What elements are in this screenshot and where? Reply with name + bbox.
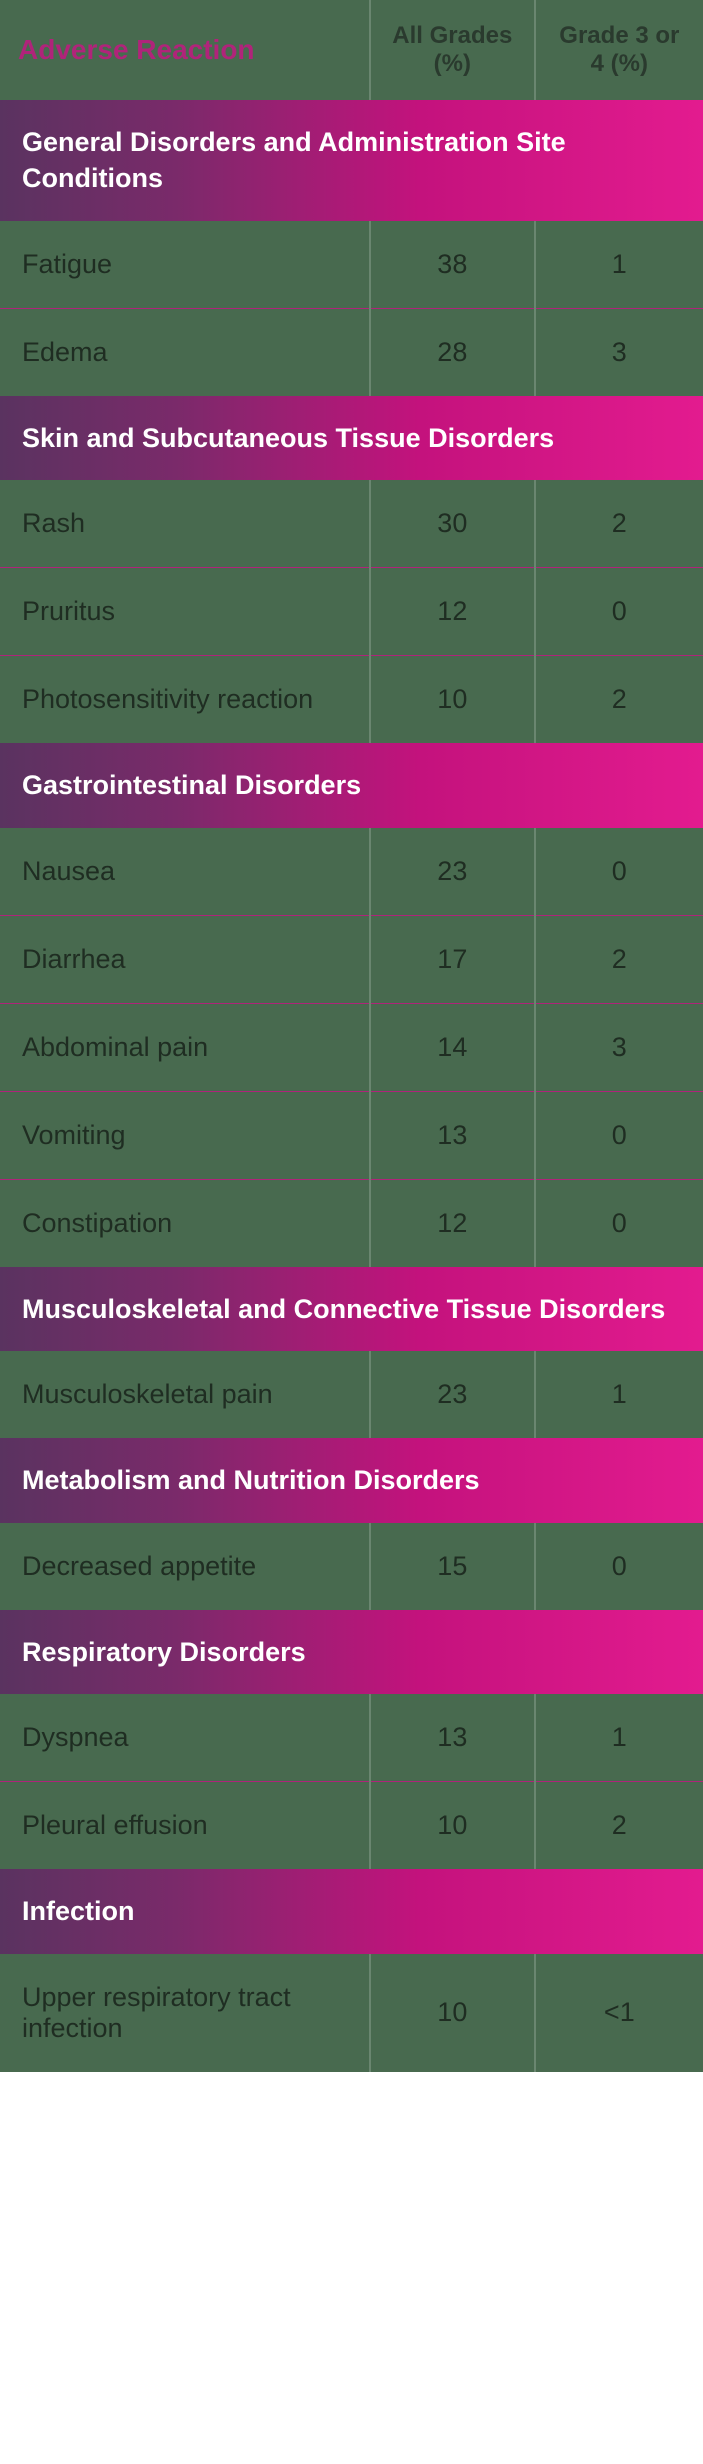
all-grades-value: 13 <box>370 1091 535 1179</box>
reaction-name: Fatigue <box>0 221 370 309</box>
all-grades-value: 12 <box>370 1179 535 1267</box>
all-grades-value: 28 <box>370 308 535 396</box>
grade-3-4-value: 2 <box>535 480 703 568</box>
reaction-name: Rash <box>0 480 370 568</box>
all-grades-value: 12 <box>370 568 535 656</box>
reaction-name: Dyspnea <box>0 1694 370 1782</box>
grade-3-4-value: 3 <box>535 1003 703 1091</box>
grade-3-4-value: 2 <box>535 1782 703 1870</box>
table-row: Abdominal pain143 <box>0 1003 703 1091</box>
grade-3-4-value: 0 <box>535 568 703 656</box>
reaction-name: Pruritus <box>0 568 370 656</box>
reaction-name: Abdominal pain <box>0 1003 370 1091</box>
table-row: Rash302 <box>0 480 703 568</box>
reaction-name: Vomiting <box>0 1091 370 1179</box>
reaction-name: Decreased appetite <box>0 1523 370 1610</box>
all-grades-value: 38 <box>370 221 535 309</box>
reaction-name: Upper respiratory tract infection <box>0 1954 370 2072</box>
table-row: Upper respiratory tract infection10<1 <box>0 1954 703 2072</box>
table-header-row: Adverse Reaction All Grades (%) Grade 3 … <box>0 0 703 100</box>
all-grades-value: 14 <box>370 1003 535 1091</box>
grade-3-4-value: <1 <box>535 1954 703 2072</box>
category-row: Musculoskeletal and Connective Tissue Di… <box>0 1267 703 1351</box>
category-row: Respiratory Disorders <box>0 1610 703 1694</box>
category-row: Skin and Subcutaneous Tissue Disorders <box>0 396 703 480</box>
grade-3-4-value: 0 <box>535 828 703 916</box>
all-grades-value: 17 <box>370 915 535 1003</box>
category-label: Respiratory Disorders <box>0 1610 703 1694</box>
table-row: Photosensitivity reaction102 <box>0 656 703 744</box>
table-row: Diarrhea172 <box>0 915 703 1003</box>
table-row: Musculoskeletal pain231 <box>0 1351 703 1438</box>
table-row: Edema283 <box>0 308 703 396</box>
all-grades-value: 10 <box>370 656 535 744</box>
category-row: Gastrointestinal Disorders <box>0 743 703 827</box>
grade-3-4-value: 0 <box>535 1179 703 1267</box>
table-row: Dyspnea131 <box>0 1694 703 1782</box>
grade-3-4-value: 2 <box>535 915 703 1003</box>
reaction-name: Pleural effusion <box>0 1782 370 1870</box>
all-grades-value: 23 <box>370 1351 535 1438</box>
grade-3-4-value: 1 <box>535 1351 703 1438</box>
col-header-all-grades: All Grades (%) <box>370 0 535 100</box>
category-label: Metabolism and Nutrition Disorders <box>0 1438 703 1522</box>
grade-3-4-value: 1 <box>535 221 703 309</box>
adverse-reactions-table: Adverse Reaction All Grades (%) Grade 3 … <box>0 0 703 2072</box>
all-grades-value: 23 <box>370 828 535 916</box>
category-label: Infection <box>0 1869 703 1953</box>
table-row: Pruritus120 <box>0 568 703 656</box>
reaction-name: Nausea <box>0 828 370 916</box>
all-grades-value: 13 <box>370 1694 535 1782</box>
reaction-name: Diarrhea <box>0 915 370 1003</box>
reaction-name: Photosensitivity reaction <box>0 656 370 744</box>
grade-3-4-value: 0 <box>535 1523 703 1610</box>
all-grades-value: 10 <box>370 1954 535 2072</box>
all-grades-value: 30 <box>370 480 535 568</box>
category-row: Metabolism and Nutrition Disorders <box>0 1438 703 1522</box>
table-row: Decreased appetite150 <box>0 1523 703 1610</box>
col-header-grade-3-4: Grade 3 or 4 (%) <box>535 0 703 100</box>
table-row: Fatigue381 <box>0 221 703 309</box>
all-grades-value: 10 <box>370 1782 535 1870</box>
category-row: General Disorders and Administration Sit… <box>0 100 703 221</box>
category-label: Gastrointestinal Disorders <box>0 743 703 827</box>
table-row: Vomiting130 <box>0 1091 703 1179</box>
category-label: Skin and Subcutaneous Tissue Disorders <box>0 396 703 480</box>
grade-3-4-value: 0 <box>535 1091 703 1179</box>
all-grades-value: 15 <box>370 1523 535 1610</box>
table-row: Constipation120 <box>0 1179 703 1267</box>
grade-3-4-value: 3 <box>535 308 703 396</box>
category-label: General Disorders and Administration Sit… <box>0 100 703 221</box>
category-label: Musculoskeletal and Connective Tissue Di… <box>0 1267 703 1351</box>
table-row: Pleural effusion102 <box>0 1782 703 1870</box>
reaction-name: Constipation <box>0 1179 370 1267</box>
reaction-name: Edema <box>0 308 370 396</box>
reaction-name: Musculoskeletal pain <box>0 1351 370 1438</box>
grade-3-4-value: 2 <box>535 656 703 744</box>
table-row: Nausea230 <box>0 828 703 916</box>
table-body: General Disorders and Administration Sit… <box>0 100 703 2072</box>
grade-3-4-value: 1 <box>535 1694 703 1782</box>
category-row: Infection <box>0 1869 703 1953</box>
col-header-reaction: Adverse Reaction <box>0 0 370 100</box>
